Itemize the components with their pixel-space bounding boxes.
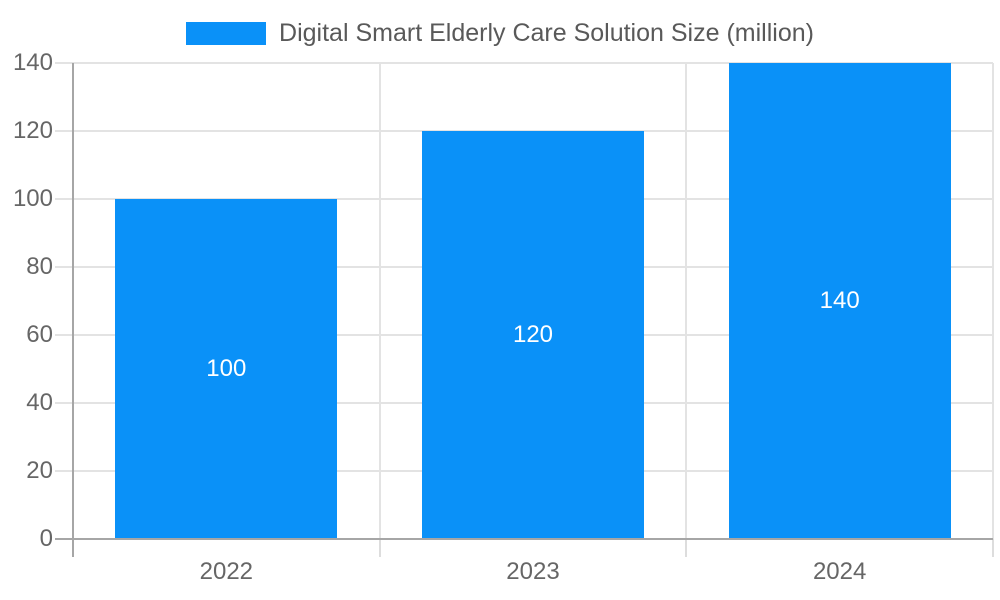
bar-value-label: 140 — [819, 287, 860, 314]
y-axis-tick-label: 100 — [12, 185, 53, 212]
y-axis-tick-label: 20 — [26, 457, 53, 484]
bar-2022[interactable]: 100 — [115, 199, 338, 539]
bar-2023[interactable]: 120 — [422, 131, 644, 539]
y-axis-tick-label: 0 — [39, 525, 53, 552]
gridline-vertical — [992, 63, 994, 539]
gridline-vertical — [378, 63, 381, 539]
gridline-horizontal — [55, 62, 993, 64]
x-axis-line — [55, 538, 993, 540]
y-axis-tick-label: 60 — [26, 321, 53, 348]
bar-2024[interactable]: 140 — [728, 63, 951, 539]
y-axis-tick-label: 40 — [26, 389, 53, 416]
x-axis-label-2023: 2023 — [506, 558, 560, 585]
x-axis-tick — [685, 539, 688, 557]
x-axis-tick — [992, 539, 994, 557]
gridline-vertical — [685, 63, 688, 539]
y-axis-tick-label: 120 — [12, 117, 53, 144]
legend[interactable]: Digital Smart Elderly Care Solution Size… — [0, 20, 1000, 46]
y-axis-tick-label: 140 — [12, 49, 53, 76]
y-axis-tick-label: 80 — [26, 253, 53, 280]
x-axis-tick — [378, 539, 381, 557]
legend-swatch[interactable] — [186, 21, 267, 45]
bar-value-label: 120 — [512, 321, 554, 348]
bar-value-label: 100 — [206, 355, 247, 382]
legend-label[interactable]: Digital Smart Elderly Care Solution Size… — [279, 19, 814, 47]
x-axis-label-2024: 2024 — [812, 558, 867, 585]
x-axis-label-2022: 2022 — [199, 558, 254, 585]
y-axis-line — [72, 63, 74, 557]
